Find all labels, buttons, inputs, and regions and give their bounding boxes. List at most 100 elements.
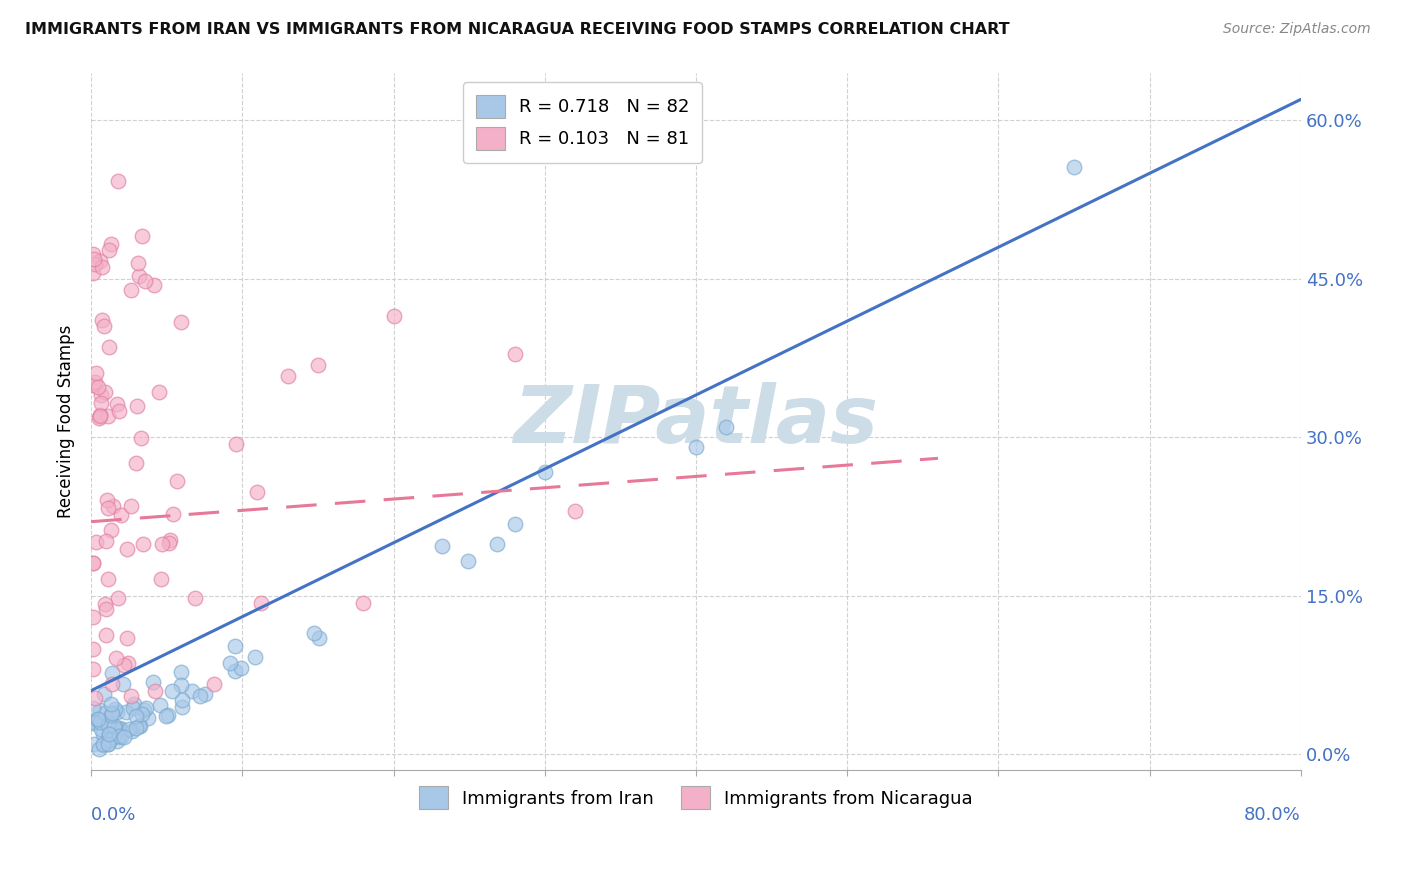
Point <box>105 734 128 748</box>
Point <box>107 404 129 418</box>
Point <box>122 701 145 715</box>
Point <box>202 677 225 691</box>
Point <box>89 703 111 717</box>
Point <box>352 596 374 610</box>
Point <box>138 711 160 725</box>
Point <box>101 666 124 681</box>
Point <box>142 674 165 689</box>
Point <box>125 709 148 723</box>
Point <box>250 597 273 611</box>
Point <box>150 572 173 586</box>
Point <box>107 706 129 720</box>
Point <box>84 257 107 271</box>
Point <box>107 591 129 606</box>
Point <box>503 347 526 361</box>
Point <box>101 729 124 743</box>
Point <box>105 397 128 411</box>
Point <box>93 319 115 334</box>
Point <box>98 243 121 257</box>
Point <box>82 556 104 570</box>
Point <box>82 378 104 392</box>
Point <box>122 697 145 711</box>
Point <box>184 591 207 606</box>
Text: 0.0%: 0.0% <box>91 806 136 824</box>
Point <box>97 572 120 586</box>
Text: 80.0%: 80.0% <box>1244 806 1301 824</box>
Point <box>97 409 120 424</box>
Point <box>84 376 107 390</box>
Point <box>110 731 132 745</box>
Point <box>118 722 141 736</box>
Point <box>302 626 325 640</box>
Point <box>243 650 266 665</box>
Point <box>82 556 104 570</box>
Point <box>96 601 118 615</box>
Point <box>82 642 104 657</box>
Point <box>94 628 117 642</box>
Point <box>98 716 121 731</box>
Point <box>110 721 132 735</box>
Y-axis label: Receiving Food Stamps: Receiving Food Stamps <box>58 325 75 518</box>
Point <box>90 395 112 409</box>
Point <box>96 493 118 508</box>
Point <box>685 440 707 454</box>
Text: ZIPatlas: ZIPatlas <box>513 383 879 460</box>
Point <box>150 536 173 550</box>
Point <box>97 727 120 741</box>
Point <box>97 340 120 354</box>
Point <box>127 256 149 270</box>
Point <box>115 706 138 720</box>
Point <box>97 718 120 732</box>
Point <box>94 597 117 611</box>
Point <box>117 656 139 670</box>
Point <box>112 657 135 672</box>
Point <box>127 400 149 414</box>
Point <box>135 701 157 715</box>
Point <box>103 731 125 745</box>
Point <box>101 499 124 513</box>
Text: Source: ZipAtlas.com: Source: ZipAtlas.com <box>1223 22 1371 37</box>
Point <box>94 706 117 721</box>
Point <box>485 537 508 551</box>
Point <box>277 368 299 383</box>
Point <box>533 465 555 479</box>
Point <box>97 737 120 751</box>
Point <box>219 657 242 671</box>
Point <box>229 661 252 675</box>
Point <box>170 665 193 679</box>
Point <box>90 387 112 401</box>
Point <box>193 687 215 701</box>
Point <box>101 677 124 691</box>
Point <box>105 722 128 736</box>
Point <box>115 542 138 557</box>
Point <box>90 722 112 736</box>
Point <box>100 697 122 711</box>
Point <box>89 254 111 268</box>
Point <box>132 703 155 717</box>
Point <box>83 252 105 266</box>
Point <box>93 687 115 701</box>
Point <box>89 410 111 425</box>
Point <box>155 708 177 723</box>
Point <box>169 315 191 329</box>
Point <box>131 706 153 721</box>
Point <box>108 729 131 743</box>
Point <box>308 632 330 646</box>
Point <box>148 384 170 399</box>
Point <box>82 246 104 260</box>
Point <box>157 536 180 550</box>
Point <box>82 662 104 676</box>
Point <box>103 729 125 743</box>
Point <box>134 274 156 288</box>
Text: IMMIGRANTS FROM IRAN VS IMMIGRANTS FROM NICARAGUA RECEIVING FOOD STAMPS CORRELAT: IMMIGRANTS FROM IRAN VS IMMIGRANTS FROM … <box>25 22 1010 37</box>
Point <box>181 683 204 698</box>
Point <box>112 677 135 691</box>
Point <box>124 457 146 471</box>
Point <box>225 436 247 450</box>
Point <box>157 707 180 722</box>
Point <box>170 677 193 691</box>
Point <box>91 737 114 751</box>
Point <box>107 174 129 188</box>
Point <box>83 738 105 752</box>
Point <box>120 283 142 297</box>
